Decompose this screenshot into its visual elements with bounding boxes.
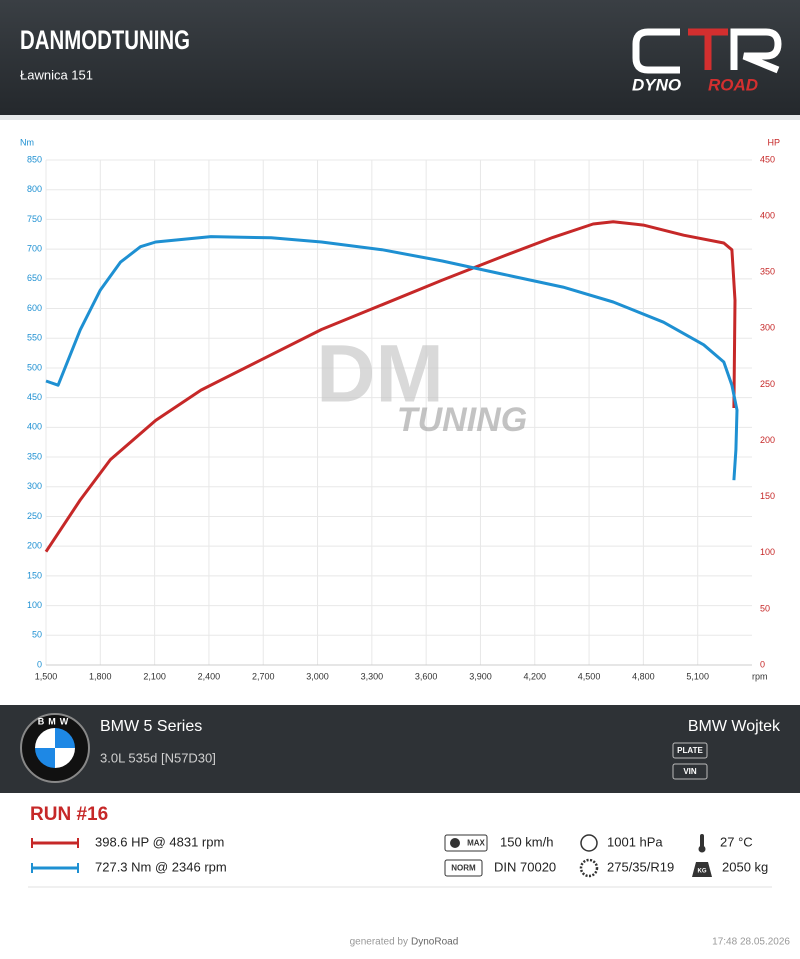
x-tick-label: 5,100 <box>686 671 709 681</box>
logo-dyno: DYNO <box>632 75 681 94</box>
y-tick-label: 350 <box>27 451 42 461</box>
y-tick-label: 250 <box>27 511 42 521</box>
series-line <box>44 220 737 553</box>
legend-label: 727.3 Nm @ 2346 rpm <box>95 859 227 874</box>
header-bg <box>0 0 800 115</box>
y-tick-label: 650 <box>27 273 42 283</box>
brand-logo-quarter <box>35 728 75 768</box>
x-tick-label: 3,000 <box>306 671 329 681</box>
x-tick-label: 4,800 <box>632 671 655 681</box>
y-tick-label: 0 <box>37 659 42 669</box>
y2-tick-label: 150 <box>760 491 775 501</box>
x-tick-label: 1,800 <box>89 671 112 681</box>
y2-axis-label: HP <box>767 137 780 147</box>
x-tick-label: 3,300 <box>361 671 384 681</box>
x-tick-label: 2,100 <box>143 671 166 681</box>
header-subtitle: Ławnica 151 <box>20 67 93 82</box>
chart: Nm HPrpm050100150200250300350400450500550… <box>20 137 780 681</box>
y2-tick-label: 350 <box>760 267 775 277</box>
y2-tick-label: 400 <box>760 210 775 220</box>
weight-badge-text: KG <box>698 869 707 875</box>
y-tick-label: 50 <box>32 630 42 640</box>
y2-tick-label: 0 <box>760 659 765 669</box>
x-tick-label: 4,500 <box>578 671 601 681</box>
x-tick-label: 3,900 <box>469 671 492 681</box>
brand-logo-quarter <box>35 728 75 768</box>
x-axis-label: rpm <box>752 671 768 681</box>
header-shadow <box>0 115 800 120</box>
max-badge <box>444 834 488 852</box>
watermark-bottom: TUNING <box>397 401 527 439</box>
tire: 275/35/R19 <box>607 859 674 874</box>
max-badge-text: MAX <box>467 839 485 848</box>
norm: DIN 70020 <box>494 859 556 874</box>
y-tick-label: 400 <box>27 422 42 432</box>
x-tick-label: 2,700 <box>252 671 275 681</box>
x-tick-label: 2,400 <box>198 671 221 681</box>
vin-badge <box>672 763 708 780</box>
speed-icon <box>450 838 460 848</box>
y2-tick-label: 100 <box>760 547 775 557</box>
vehicle-model: BMW 5 Series <box>100 718 202 735</box>
vehicle-owner: BMW Wojtek <box>688 718 781 735</box>
y2-tick-label: 200 <box>760 435 775 445</box>
x-tick-label: 1,500 <box>35 671 58 681</box>
y2-tick-label: 300 <box>760 323 775 333</box>
run-title: RUN #16 <box>30 804 108 825</box>
y-tick-label: 200 <box>27 541 42 551</box>
y2-tick-label: 50 <box>760 603 770 613</box>
y-tick-label: 600 <box>27 303 42 313</box>
legend-label: 398.6 HP @ 4831 rpm <box>95 834 224 849</box>
norm-badge-text: NORM <box>451 864 476 873</box>
logo-road: ROAD <box>708 75 758 94</box>
thermometer-bulb <box>698 845 706 853</box>
vehicle-band <box>0 705 800 793</box>
y-tick-label: 100 <box>27 600 42 610</box>
footer-brand: DynoRoad <box>411 937 458 948</box>
y-tick-label: 150 <box>27 570 42 580</box>
pressure-icon <box>580 834 598 852</box>
brand-text: BMW <box>38 716 73 726</box>
legend: 398.6 HP @ 4831 rpm 727.3 Nm @ 2346 rpm <box>31 834 227 874</box>
thermometer-icon <box>700 834 704 848</box>
vin-label: VIN <box>683 767 697 776</box>
y-tick-label: 500 <box>27 362 42 372</box>
y-axis-label: Nm <box>20 137 34 147</box>
y-tick-label: 300 <box>27 481 42 491</box>
weight-icon <box>692 862 712 877</box>
max-speed: 150 km/h <box>500 834 553 849</box>
y-tick-label: 450 <box>27 392 42 402</box>
weight: 2050 kg <box>722 859 768 874</box>
footer-timestamp: 17:48 28.05.2026 <box>712 937 790 948</box>
x-tick-label: 3,600 <box>415 671 438 681</box>
footer-generated: generated by <box>350 937 408 948</box>
logo <box>632 28 782 74</box>
header-title: DANMODTUNING <box>20 25 190 55</box>
vehicle-engine: 3.0L 535d [N57D30] <box>100 750 216 765</box>
pressure: 1001 hPa <box>607 834 663 849</box>
plate-label: PLATE <box>677 746 703 755</box>
temperature: 27 °C <box>720 834 753 849</box>
y-tick-label: 550 <box>27 333 42 343</box>
tire-icon <box>579 858 599 878</box>
series-line <box>45 235 739 481</box>
plate-badge <box>672 742 708 759</box>
norm-badge <box>444 859 483 877</box>
y2-tick-label: 250 <box>760 379 775 389</box>
x-tick-label: 4,200 <box>524 671 547 681</box>
y2-tick-label: 450 <box>760 154 775 164</box>
y-tick-label: 850 <box>27 154 42 164</box>
y-tick-label: 800 <box>27 184 42 194</box>
watermark-top: DM <box>316 329 444 420</box>
y-tick-label: 750 <box>27 214 42 224</box>
y-tick-label: 700 <box>27 243 42 253</box>
